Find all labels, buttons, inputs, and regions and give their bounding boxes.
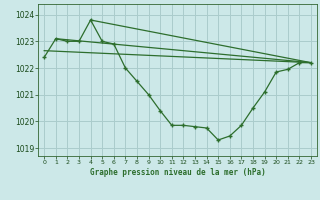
X-axis label: Graphe pression niveau de la mer (hPa): Graphe pression niveau de la mer (hPa) [90, 168, 266, 177]
